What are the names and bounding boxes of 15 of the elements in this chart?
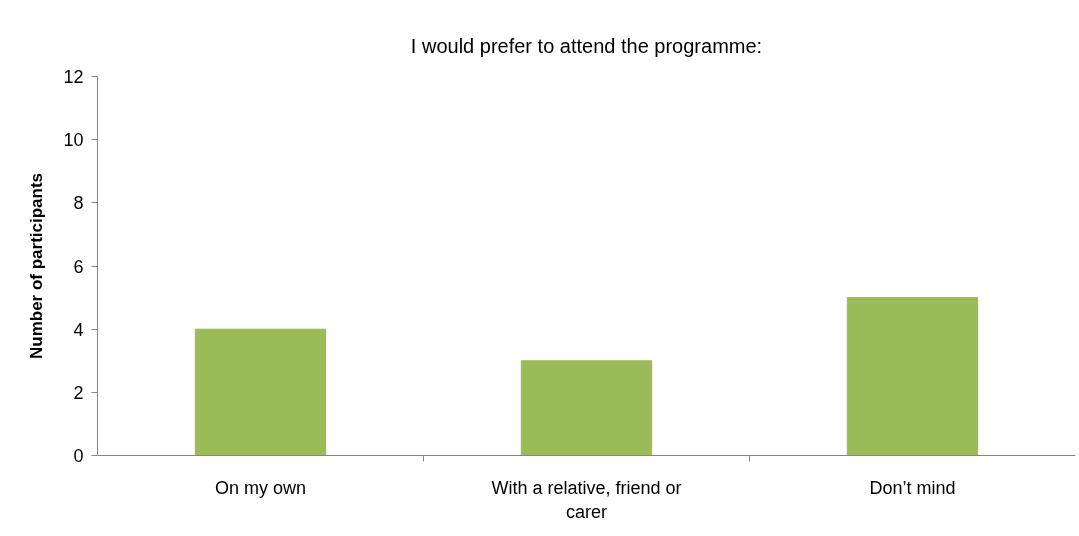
y-tick-label: 10 xyxy=(63,130,84,151)
bar xyxy=(194,328,327,456)
y-tick-label: 12 xyxy=(63,67,84,87)
y-tick-label: 0 xyxy=(73,446,84,466)
y-tick-label: 6 xyxy=(73,256,84,277)
y-axis-title: Number of participants xyxy=(27,172,47,360)
x-tick-label: With a relative, friend or carer xyxy=(491,477,682,522)
y-tick-label: 2 xyxy=(73,382,84,403)
x-tick-label: Don’t mind xyxy=(869,477,956,498)
y-tick-label: 4 xyxy=(73,319,84,340)
chart-title: I would prefer to attend the programme: xyxy=(410,34,763,57)
y-tick-label: 8 xyxy=(73,193,84,214)
bar xyxy=(520,360,653,456)
x-tick-label: On my own xyxy=(214,477,307,498)
bar xyxy=(846,297,979,456)
